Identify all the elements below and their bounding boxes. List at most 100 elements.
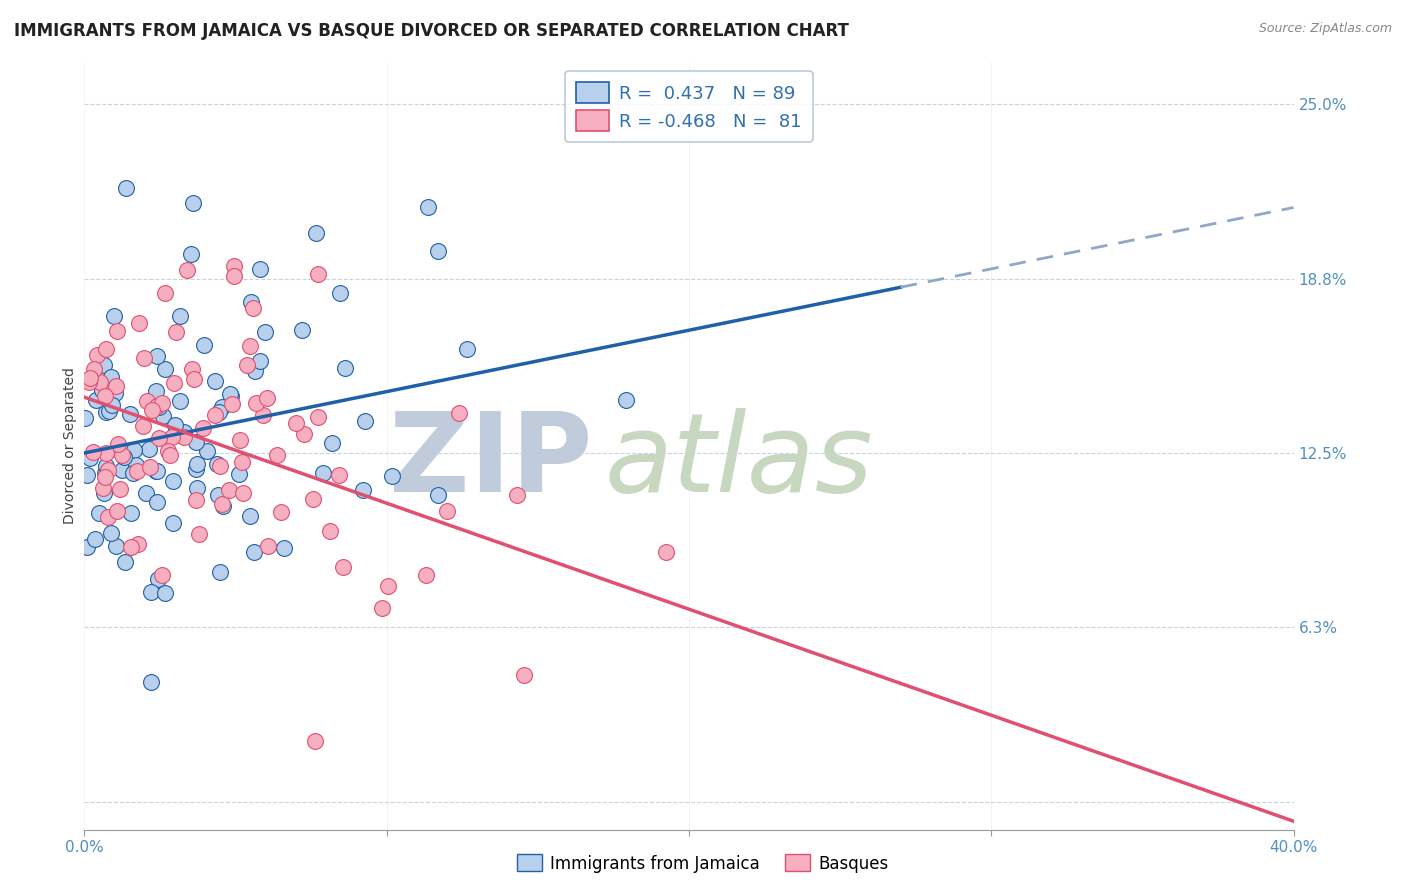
Point (285, 416, 308, 430)
Text: Source: ZipAtlas.com: Source: ZipAtlas.com (1258, 22, 1392, 36)
Point (614, 393, 637, 408)
Point (242, 301, 264, 315)
Point (208, 459, 231, 474)
Point (307, 267, 329, 281)
Point (84, 393, 107, 408)
Point (173, 425, 195, 439)
Point (138, 442, 160, 456)
Point (257, 539, 280, 553)
Point (181, 196, 204, 211)
Point (82, 445, 104, 459)
Point (86, 347, 108, 361)
Point (139, 674, 162, 689)
Point (150, 568, 173, 582)
Point (222, 269, 245, 284)
Point (124, 458, 146, 473)
Point (239, 295, 262, 310)
Point (83, 361, 105, 376)
Point (148, 431, 170, 445)
Point (104, 386, 127, 401)
Point (145, 384, 167, 398)
Point (249, 262, 271, 277)
Point (94, 389, 117, 403)
Point (173, 430, 195, 444)
Point (180, 247, 202, 261)
Point (94, 405, 117, 419)
Point (96, 342, 118, 356)
Point (145, 495, 167, 509)
Point (146, 399, 169, 413)
Point (256, 391, 278, 405)
Point (188, 527, 211, 541)
Legend: R =  0.437   N = 89, R = -0.468   N =  81: R = 0.437 N = 89, R = -0.468 N = 81 (565, 71, 813, 142)
Point (97, 510, 120, 524)
Point (218, 483, 240, 498)
Point (135, 486, 157, 500)
Text: IMMIGRANTS FROM JAMAICA VS BASQUE DIVORCED OR SEPARATED CORRELATION CHART: IMMIGRANTS FROM JAMAICA VS BASQUE DIVORC… (14, 22, 849, 40)
Point (335, 360, 357, 375)
Point (120, 506, 142, 520)
Point (132, 419, 155, 434)
Point (93, 486, 115, 500)
Point (252, 408, 274, 422)
Point (107, 436, 129, 450)
Point (186, 481, 208, 495)
Point (124, 442, 146, 457)
Point (184, 493, 207, 508)
Point (319, 524, 342, 538)
Point (87, 506, 110, 520)
Text: atlas: atlas (605, 408, 873, 515)
Point (243, 545, 266, 559)
Point (127, 464, 149, 478)
Point (273, 541, 295, 555)
Point (291, 323, 314, 337)
Point (371, 600, 394, 615)
Point (506, 488, 529, 502)
Point (436, 503, 458, 517)
Point (162, 516, 184, 530)
Point (307, 409, 329, 424)
Point (148, 400, 170, 414)
Point (193, 338, 215, 352)
Point (108, 482, 131, 496)
Point (219, 387, 242, 401)
Point (418, 200, 440, 214)
Point (354, 414, 377, 428)
Point (191, 420, 214, 434)
Point (141, 585, 163, 599)
Point (654, 545, 676, 559)
Point (105, 324, 128, 338)
Point (115, 181, 138, 195)
Point (332, 560, 354, 574)
Point (415, 568, 437, 582)
Point (79, 450, 101, 465)
Legend: Immigrants from Jamaica, Basques: Immigrants from Jamaica, Basques (510, 847, 896, 880)
Point (107, 503, 129, 517)
Point (352, 483, 374, 498)
Point (146, 572, 169, 586)
Point (228, 433, 250, 447)
Point (153, 362, 176, 376)
Point (183, 372, 205, 386)
Point (426, 244, 449, 258)
Point (249, 354, 271, 368)
Point (266, 448, 288, 462)
Point (221, 397, 243, 411)
Point (152, 409, 174, 424)
Point (232, 486, 254, 500)
Point (211, 499, 233, 513)
Point (100, 370, 122, 384)
Point (121, 466, 143, 480)
Point (512, 668, 534, 682)
Point (93, 470, 115, 484)
Point (245, 396, 267, 410)
Point (153, 585, 176, 599)
Point (239, 508, 262, 523)
Point (456, 343, 478, 357)
Point (231, 455, 253, 469)
Point (103, 309, 125, 323)
Point (163, 418, 186, 433)
Point (239, 339, 262, 353)
Point (146, 464, 169, 478)
Point (329, 286, 352, 301)
